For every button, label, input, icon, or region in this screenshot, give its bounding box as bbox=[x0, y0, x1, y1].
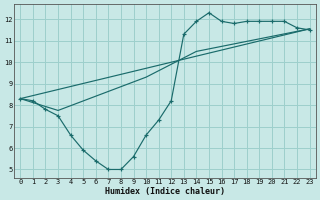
X-axis label: Humidex (Indice chaleur): Humidex (Indice chaleur) bbox=[105, 187, 225, 196]
